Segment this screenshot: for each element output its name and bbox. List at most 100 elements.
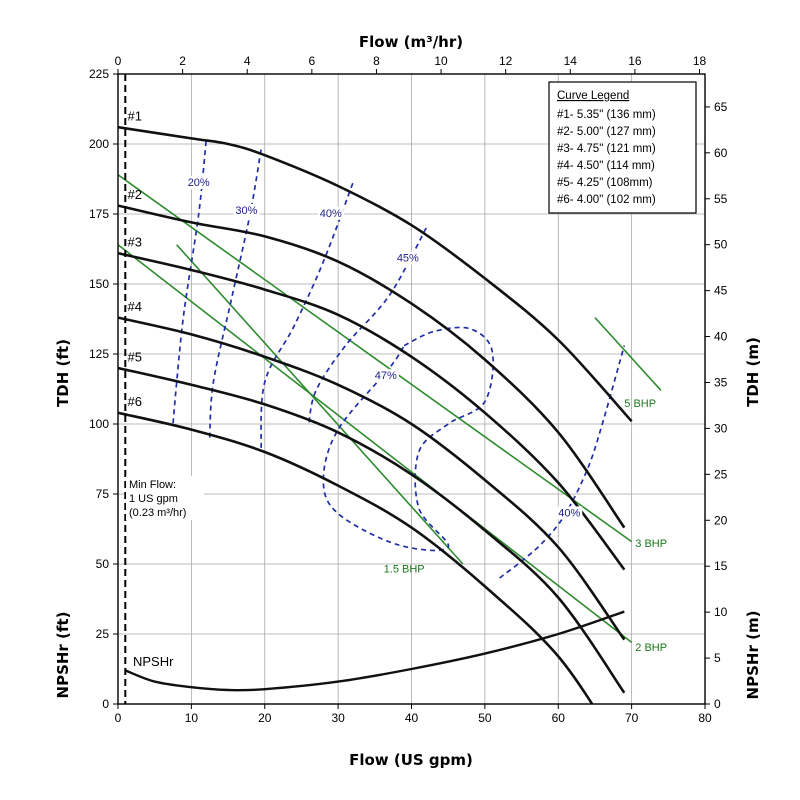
efficiency-contour xyxy=(322,326,494,552)
head-curve-1 xyxy=(118,125,633,423)
efficiency-label-bg xyxy=(233,204,260,217)
x-top-tick-label: 12 xyxy=(499,54,513,68)
x-tick-label: 20 xyxy=(258,711,272,725)
efficiency-label-bg xyxy=(317,206,344,220)
y-right-tick-label: 55 xyxy=(714,192,728,206)
efficiency-label-bg xyxy=(394,251,421,265)
y-tick-label: 100 xyxy=(89,417,109,431)
head-curve-3 xyxy=(118,251,626,571)
y-tick-label: 150 xyxy=(89,277,109,291)
head-curve-label: #1 xyxy=(128,109,142,124)
x-top-tick-label: 16 xyxy=(628,54,642,68)
y-right-tick-label: 60 xyxy=(714,146,728,160)
min-flow-note-line2: 1 US gpm xyxy=(129,493,178,505)
efficiency-label-bg xyxy=(185,176,212,189)
head-curve-label: #6 xyxy=(128,394,142,409)
y-tick-label: 125 xyxy=(89,347,109,361)
power-lines xyxy=(118,174,662,644)
y-right-tick-label: 20 xyxy=(714,513,728,527)
x-top-tick-label: 4 xyxy=(244,54,251,68)
legend: Curve Legend #1- 5.35" (136 mm) #2- 5.00… xyxy=(548,81,697,214)
npshr-label: NPSHr xyxy=(133,654,174,669)
y-right-tick-label: 35 xyxy=(714,375,728,389)
power-line-label: 5 BHP xyxy=(624,398,656,410)
y-tick-label: 50 xyxy=(96,557,110,571)
power-line-2-bhp xyxy=(118,244,633,644)
x-axis-top-title: Flow (m³/hr) xyxy=(359,33,463,51)
head-curve-4 xyxy=(118,316,626,641)
x-tick-label: 10 xyxy=(185,711,199,725)
x-top-tick-label: 18 xyxy=(693,54,707,68)
y-tick-label: 25 xyxy=(96,627,110,641)
min-flow-note-line3: (0.23 m³/hr) xyxy=(129,507,186,519)
min-flow-note-line1: Min Flow: xyxy=(129,479,176,491)
y-right-tick-label: 30 xyxy=(714,421,728,435)
y-axis-left-upper-title: TDH (ft) xyxy=(54,339,72,407)
power-line-5-bhp xyxy=(594,317,662,391)
efficiency-contour xyxy=(307,227,427,425)
head-curve-5 xyxy=(118,366,626,694)
power-line-label: 2 BHP xyxy=(635,642,667,654)
x-tick-label: 60 xyxy=(552,711,566,725)
head-curve-label: #5 xyxy=(128,349,142,364)
power-line-3-bhp xyxy=(118,174,633,543)
y-tick-label: 200 xyxy=(89,137,109,151)
x-tick-label: 40 xyxy=(405,711,419,725)
x-tick-label: 30 xyxy=(331,711,345,725)
legend-entry-1: #1- 5.35" (136 mm) xyxy=(557,109,656,121)
y-right-tick-label: 45 xyxy=(714,284,728,298)
power-line-label: 3 BHP xyxy=(635,538,667,550)
head-curve-2 xyxy=(118,204,626,529)
y-axis-right-upper-title: TDH (m) xyxy=(744,337,762,407)
x-top-tick-label: 2 xyxy=(179,54,186,68)
npshr-curve xyxy=(124,610,625,692)
head-curve-label: #4 xyxy=(128,299,142,314)
x-top-tick-label: 14 xyxy=(564,54,578,68)
efficiency-label: 47% xyxy=(375,370,397,382)
efficiency-label-bg xyxy=(372,369,399,383)
legend-entry-5: #5- 4.25" (108mm) xyxy=(557,177,653,189)
legend-entry-6: #6- 4.00" (102 mm) xyxy=(557,194,656,206)
npshr-curve-line xyxy=(124,610,625,692)
legend-entry-4: #4- 4.50" (114 mm) xyxy=(557,160,655,172)
y-axis-right-lower-title: NPSHr (m) xyxy=(744,611,762,700)
y-right-tick-label: 15 xyxy=(714,559,728,573)
legend-entry-2: #2- 5.00" (127 mm) xyxy=(557,126,656,138)
y-right-tick-label: 65 xyxy=(714,100,728,114)
efficiency-label: 20% xyxy=(188,177,210,189)
legend-entry-3: #3- 4.75" (121 mm) xyxy=(557,143,656,155)
power-line-1.5-bhp xyxy=(176,244,464,565)
x-tick-label: 50 xyxy=(478,711,492,725)
head-curves xyxy=(118,125,633,704)
legend-title: Curve Legend xyxy=(557,90,629,102)
y-tick-label: 75 xyxy=(96,487,110,501)
efficiency-label: 45% xyxy=(397,253,419,265)
y-right-tick-label: 5 xyxy=(714,651,721,665)
efficiency-label: 40% xyxy=(558,507,580,519)
y-tick-label: 175 xyxy=(89,207,109,221)
y-tick-label: 0 xyxy=(102,697,109,711)
efficiency-label: 40% xyxy=(320,208,342,220)
efficiency-label-bg xyxy=(556,506,583,520)
y-right-tick-label: 40 xyxy=(714,330,728,344)
x-top-tick-label: 6 xyxy=(308,54,315,68)
x-axis-bottom-title: Flow (US gpm) xyxy=(349,751,473,769)
min-flow-note-bg xyxy=(126,476,204,520)
head-curve-6 xyxy=(118,411,594,704)
y-right-tick-label: 50 xyxy=(714,238,728,252)
legend-box xyxy=(548,81,697,214)
x-top-tick-label: 10 xyxy=(434,54,448,68)
y-tick-label: 225 xyxy=(89,67,109,81)
chart-labels: 5 BHP 3 BHP 2 BHP 1.5 BHP 20% 30% 40% 45% 47% 40%… xyxy=(128,109,668,654)
x-tick-label: 80 xyxy=(698,711,712,725)
power-line-label: 1.5 BHP xyxy=(384,563,425,575)
x-top-tick-label: 8 xyxy=(373,54,380,68)
y-right-tick-label: 0 xyxy=(714,697,721,711)
y-right-tick-label: 25 xyxy=(714,467,728,481)
head-curve-label: #2 xyxy=(128,187,142,202)
x-top-tick-label: 0 xyxy=(115,54,122,68)
head-curve-label: #3 xyxy=(128,235,142,250)
y-right-tick-label: 10 xyxy=(714,605,728,619)
y-axis-left-lower-title: NPSHr (ft) xyxy=(54,612,72,699)
